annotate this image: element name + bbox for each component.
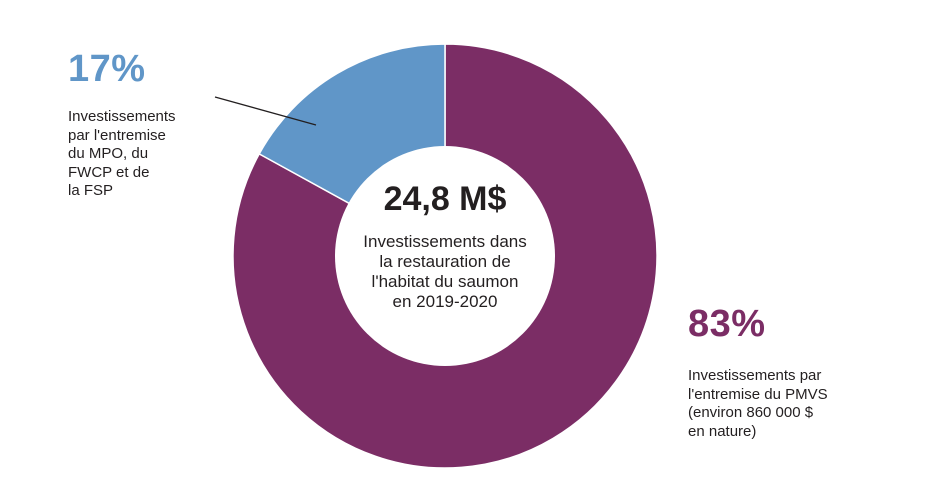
center-description: Investissements dans la restauration de … <box>363 232 527 311</box>
leader-line-mpo <box>214 96 317 126</box>
slice-pmvs <box>232 43 658 469</box>
donut-hole <box>335 146 555 366</box>
percent-label-mpo: 17% <box>68 48 146 90</box>
description-pmvs: Investissements par l'entremise du PMVS … <box>688 367 828 440</box>
center-total: 24,8 M$ <box>383 180 507 218</box>
description-mpo: Investissements par l'entremise du MPO, … <box>68 108 176 199</box>
percent-label-pmvs: 83% <box>688 303 766 345</box>
